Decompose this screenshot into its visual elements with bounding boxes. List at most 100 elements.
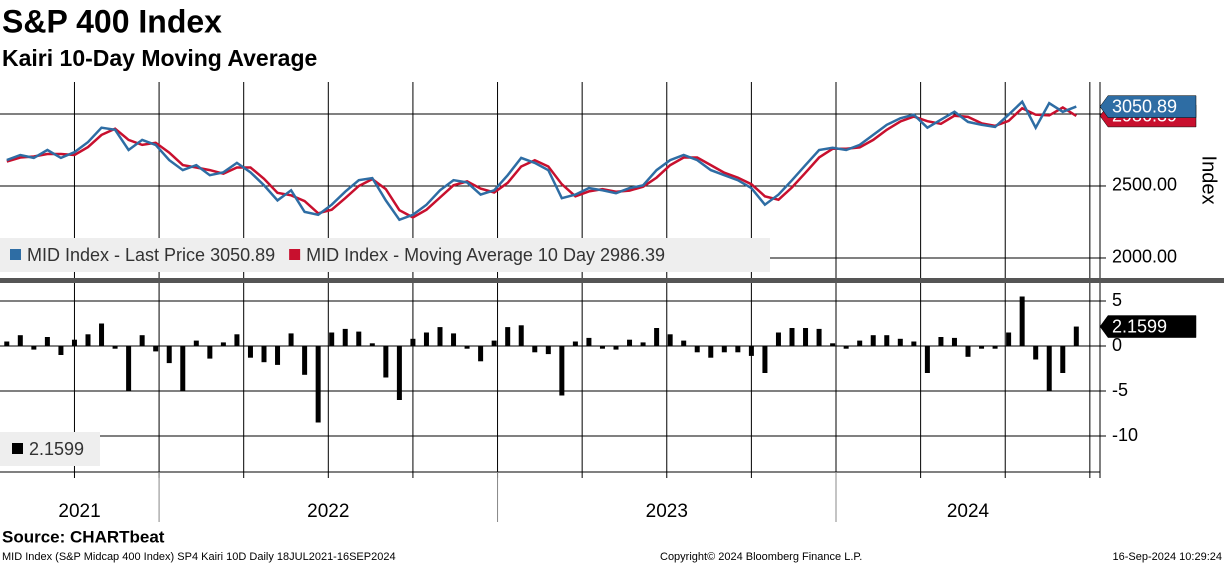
bar	[315, 346, 321, 423]
x-tick-label: 2022	[307, 501, 349, 522]
x-tick-label: 2024	[947, 501, 990, 522]
y-tick-label: -10	[1112, 425, 1138, 445]
legend-swatch	[289, 249, 301, 260]
bar	[423, 332, 429, 346]
bar	[275, 346, 281, 365]
legend-value: 3050.89	[210, 245, 275, 265]
bar	[748, 346, 754, 356]
bar	[870, 335, 876, 346]
footer-left: MID Index (S&P Midcap 400 Index) SP4 Kai…	[2, 551, 396, 563]
bar	[1006, 332, 1012, 346]
bar	[938, 337, 944, 346]
bar	[803, 328, 809, 346]
y-tick-label: 2000.00	[1112, 247, 1177, 267]
bar	[342, 328, 348, 346]
bar	[451, 333, 457, 346]
bar	[681, 340, 687, 346]
bar	[1073, 326, 1079, 346]
y-axis-label: Index	[1198, 156, 1220, 205]
bar	[979, 346, 985, 349]
bar	[518, 325, 524, 346]
source: Source: CHARTbeat	[2, 527, 165, 546]
chart-title: S&P 400 Index	[2, 3, 222, 39]
bar	[153, 346, 159, 352]
bar	[464, 346, 470, 349]
bar	[694, 346, 700, 353]
legend-label: MID Index - Last Price	[27, 245, 205, 265]
bar	[816, 328, 822, 346]
bar	[613, 346, 619, 350]
bar	[735, 346, 741, 353]
bar	[302, 346, 308, 375]
bar	[505, 327, 511, 346]
bar	[17, 335, 23, 346]
bar	[911, 341, 917, 346]
bar	[180, 346, 186, 391]
panel-separator	[0, 278, 1224, 283]
y-tick-label: 0	[1112, 335, 1122, 355]
bar	[410, 338, 416, 346]
bar	[532, 346, 538, 353]
bar	[1046, 346, 1052, 391]
bar	[789, 328, 795, 346]
bar	[1060, 346, 1066, 373]
bar	[843, 346, 849, 349]
legend-value: 2986.39	[600, 245, 665, 265]
last-value-tag: 2.1599	[1112, 316, 1167, 336]
bar	[762, 346, 768, 373]
bar	[369, 343, 375, 346]
bar	[721, 346, 727, 353]
legend-swatch	[10, 249, 21, 260]
bar	[329, 332, 335, 346]
last-value-tag: 3050.89	[1112, 96, 1177, 116]
bar	[924, 346, 930, 373]
last-value-tag-bg	[1099, 95, 1197, 118]
bar	[31, 346, 37, 350]
bar	[356, 331, 362, 346]
bar	[708, 346, 714, 358]
footer-center: Copyright© 2024 Bloomberg Finance L.P.	[660, 551, 862, 563]
bar	[220, 342, 226, 346]
bar	[830, 343, 836, 346]
bar	[992, 346, 998, 349]
bar	[58, 346, 64, 355]
bar	[586, 337, 592, 346]
bar	[775, 332, 781, 346]
bar	[44, 337, 50, 346]
bar	[207, 346, 213, 359]
legend-swatch	[12, 443, 23, 454]
y-tick-label: 5	[1112, 290, 1122, 310]
bar	[247, 346, 253, 358]
bar	[126, 346, 132, 391]
bar	[1019, 296, 1025, 346]
chart-subtitle: Kairi 10-Day Moving Average	[2, 45, 317, 71]
bar	[383, 346, 389, 378]
bar	[884, 335, 890, 346]
footer-right: 16-Sep-2024 10:29:24	[1113, 551, 1222, 563]
legend-value: 2.1599	[29, 439, 84, 459]
x-tick-label: 2021	[58, 501, 100, 522]
last-value-tag-bg	[1099, 315, 1197, 338]
bar	[288, 333, 294, 346]
x-tick-label: 2023	[646, 501, 688, 522]
bar	[640, 342, 646, 346]
bar	[965, 346, 971, 357]
bar	[166, 346, 172, 364]
bar	[559, 346, 565, 396]
bar	[572, 341, 578, 346]
price-line	[6, 99, 1077, 222]
bar	[396, 346, 402, 400]
legend-box	[0, 238, 770, 272]
bar	[85, 334, 91, 346]
bar	[437, 327, 443, 346]
bar	[71, 339, 77, 346]
bar	[897, 338, 903, 346]
bar	[478, 346, 484, 362]
bar	[1033, 346, 1039, 360]
bar	[951, 337, 957, 346]
price-line	[6, 106, 1077, 219]
legend-label: MID Index - Moving Average 10 Day	[306, 245, 595, 265]
bar	[857, 340, 863, 346]
y-tick-label: 2500.00	[1112, 175, 1177, 195]
